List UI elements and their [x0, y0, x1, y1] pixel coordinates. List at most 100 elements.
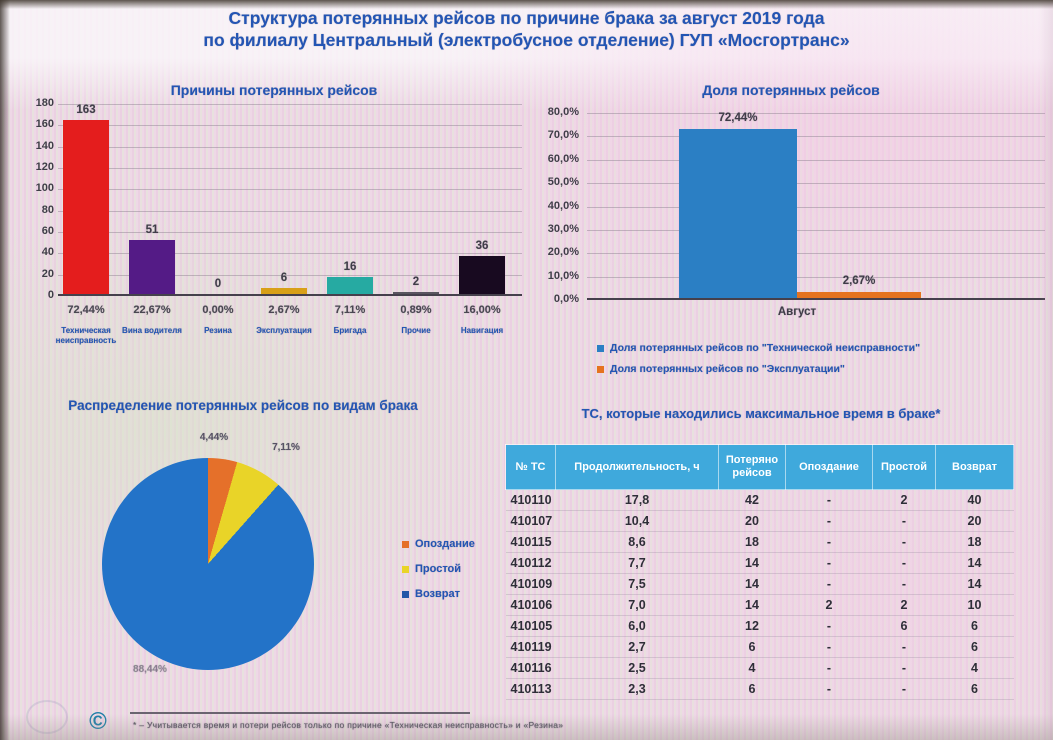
gridline	[587, 229, 1045, 231]
share-bar-value-label: 72,44%	[718, 111, 758, 124]
table-cell: -	[785, 573, 873, 595]
bar-Навигация	[459, 255, 505, 294]
table-cell: 12	[718, 615, 786, 637]
table-header-cell: Простой	[872, 444, 936, 490]
table-row: 410110 17,8 42-2 40	[505, 489, 1014, 511]
bar-value-label: 6	[280, 271, 288, 284]
footnote-separator	[130, 712, 470, 714]
table-cell: 20	[718, 510, 786, 532]
table-cell: -	[872, 531, 936, 553]
table-cell: 6	[718, 678, 786, 700]
gridline	[58, 189, 522, 191]
category-label: Техническая неисправность	[55, 326, 117, 345]
table-cell: 7,5	[555, 573, 719, 595]
table-cell: 2,7	[555, 636, 719, 658]
table-cell: 6	[718, 636, 786, 658]
causes-bar-chart: Причины потерянных рейсов 0 20 40 60 80 100 12…	[18, 82, 530, 372]
table-header-cell: Опоздание	[785, 444, 873, 490]
category-label: Прочие	[401, 326, 431, 335]
legend-label: Доля потерянных рейсов по "Технической н…	[610, 342, 921, 354]
defect-types-pie-chart: Распределение потерянных рейсов по видам…	[28, 398, 502, 698]
table-cell: 40	[935, 489, 1014, 511]
table-cell: 17,8	[555, 489, 719, 511]
gridline	[58, 210, 522, 212]
page-title-line1: Структура потерянных рейсов по причине б…	[228, 8, 825, 28]
y-tick-label: 50,0%	[547, 176, 579, 189]
bar-Эксплуатация	[261, 287, 307, 294]
table-cell: 2,5	[555, 657, 719, 679]
table-cell: 6	[935, 678, 1014, 700]
table-cell: -	[785, 615, 873, 637]
pie-slice-label-Простой: 7,11%	[272, 442, 300, 453]
percent-label: 0,89%	[400, 304, 432, 316]
bar-value-label: 2	[412, 275, 420, 288]
gridline	[587, 206, 1045, 208]
table-cell: 410110	[505, 489, 556, 511]
y-tick-label: 140	[35, 139, 54, 152]
pie-legend-marker	[402, 541, 409, 548]
y-tick-label: 180	[35, 97, 54, 109]
table-cell: 410106	[505, 594, 556, 616]
y-tick-label: 20,0%	[547, 246, 579, 259]
share-bar-2	[797, 291, 921, 298]
table-cell: 6,0	[555, 615, 719, 637]
percent-label: 2,67%	[268, 304, 300, 316]
table-cell: 7,0	[555, 594, 719, 616]
table-cell: -	[785, 531, 873, 553]
table-cell: 42	[718, 489, 786, 511]
bar-value-label: 163	[76, 104, 96, 117]
y-tick-label: 20	[41, 267, 54, 280]
pie-slice-label-Опоздание: 4,44%	[199, 432, 229, 443]
share-bar-value-label: 2,67%	[842, 274, 876, 287]
y-tick-label: 80	[41, 203, 54, 216]
table-cell: 7,7	[555, 552, 719, 574]
causes-chart-title: Причины потерянных рейсов	[170, 82, 378, 98]
bar-Техническая неисправность	[63, 120, 109, 294]
y-tick-label: 30,0%	[547, 222, 579, 235]
table-cell: 410112	[505, 552, 556, 574]
bar-Прочие	[393, 291, 439, 294]
category-label: Эксплуатация	[256, 326, 312, 335]
percent-label: 22,67%	[133, 304, 171, 316]
y-tick-label: 60	[41, 225, 54, 237]
percent-label: 7,11%	[334, 304, 366, 316]
table-row: 410106 7,0 14 2 2 10	[505, 594, 1014, 616]
share-chart-legend: Доля потерянных рейсов по "Технической н…	[597, 342, 920, 375]
gridline	[58, 232, 522, 233]
table-row: 410116 2,5 4- -4	[505, 657, 1014, 679]
table-cell: 410107	[505, 510, 556, 532]
category-label: Бригада	[333, 326, 367, 335]
share-y-axis: 0,0% 10,0% 20,0% 30,0% 40,0% 50,0% 60,0% 70,0% 8…	[533, 106, 579, 305]
gridline	[587, 136, 1045, 138]
category-label: Резина	[204, 326, 232, 335]
percent-label: 0,00%	[202, 304, 234, 316]
bar-Бригада	[327, 276, 373, 294]
y-tick-label: 120	[35, 161, 54, 173]
table-cell: 2	[785, 594, 873, 616]
table-header-cell: Возврат	[935, 444, 1014, 490]
table-cell: 18	[718, 531, 786, 553]
legend-marker	[597, 366, 604, 373]
smudge-mark	[26, 700, 68, 734]
table-cell: -	[785, 636, 873, 658]
pie-legend-label: Опоздание	[415, 538, 475, 550]
table-cell: 6	[872, 615, 936, 637]
table-cell: 2	[872, 489, 936, 511]
gridline	[587, 253, 1045, 255]
table-cell: 410119	[505, 636, 556, 658]
table-cell: 14	[718, 552, 786, 574]
y-tick-label: 0	[47, 289, 54, 301]
bar-value-label: 36	[475, 239, 489, 252]
table-header-row: № ТС Продолжительность, ч Потеряно рейсов О…	[505, 444, 1014, 490]
table-cell: 14	[935, 552, 1014, 574]
gridline	[587, 183, 1045, 185]
y-tick-label: 60,0%	[547, 152, 579, 165]
gridline	[58, 274, 522, 276]
table-cell: 410105	[505, 615, 556, 637]
table-cell: -	[785, 552, 873, 574]
table-row: 410105 6,0 12-6 6	[505, 615, 1014, 637]
max-defect-vehicles-table-section: ТС, которые находились максимальное врем…	[505, 400, 1017, 720]
table-cell: 14	[935, 573, 1014, 595]
gridline	[587, 113, 1045, 114]
gridline	[58, 253, 522, 255]
